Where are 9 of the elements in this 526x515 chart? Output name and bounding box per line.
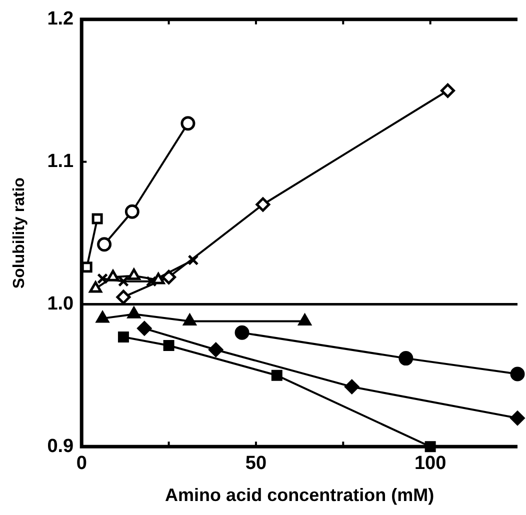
y-tick-label: 0.9 [47,436,74,457]
x-tick-label: 0 [76,453,87,474]
x-tick-label: 100 [414,453,446,474]
y-axis-title: Solubility ratio [11,177,28,289]
y-tick-label: 1.0 [47,293,74,314]
y-tick-label: 1.1 [47,151,74,172]
x-axis-title: Amino acid concentration (mM) [165,485,434,506]
y-tick-label: 1.2 [47,8,74,30]
x-tick-label: 50 [245,453,267,474]
